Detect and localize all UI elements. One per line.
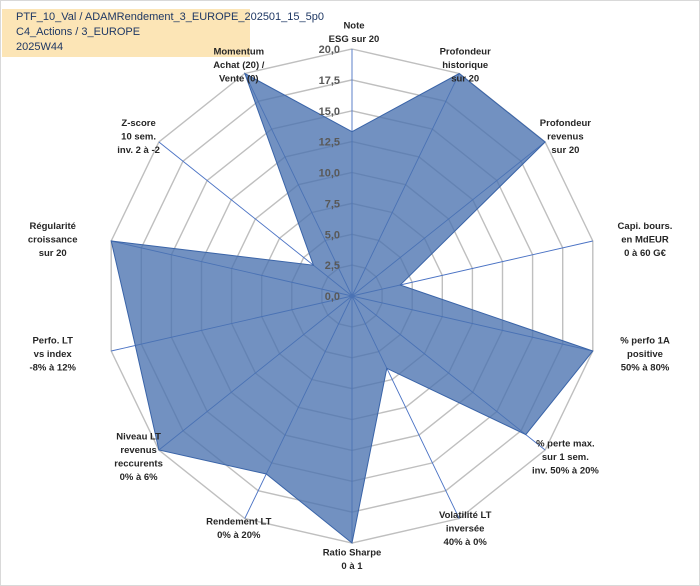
axis-label-3-line-0: Capi. bours. — [618, 221, 673, 232]
axis-label-7-line-0: Ratio Sharpe — [323, 548, 382, 559]
axis-label-2-line-0: Profondeur — [540, 118, 591, 129]
tick-label: 10,0 — [319, 168, 340, 180]
axis-label-10-line-2: -8% à 12% — [29, 362, 76, 373]
axis-label-2-line-2: sur 20 — [551, 145, 579, 156]
tick-label: 17,5 — [319, 75, 340, 87]
axis-label-10-line-0: Perfo. LT — [32, 335, 73, 346]
axis-label-2-line-1: revenus — [547, 132, 583, 143]
axis-label-13-line-0: Momentum — [213, 47, 264, 58]
axis-label-1-line-0: Profondeur — [440, 47, 491, 58]
axis-label-6-line-2: 40% à 0% — [444, 537, 488, 548]
axis-label-9-line-0: Niveau LT — [116, 432, 161, 443]
axis-label-1-line-1: historique — [442, 60, 488, 71]
radar-ticks: 0,0 2,5 5,0 7,5 10,0 12,5 15,0 17,5 20,0 — [319, 44, 340, 303]
series-area — [110, 72, 594, 544]
axis-label-1-line-2: sur 20 — [451, 74, 479, 85]
chart-title: PTF_10_Val / ADAMRendement_3_EUROPE_2025… — [2, 9, 324, 57]
axis-label-5-line-2: inv. 50% à 20% — [532, 466, 599, 477]
axis-label-11-line-0: Régularité — [29, 221, 75, 232]
axis-label-10-line-1: vs index — [34, 349, 73, 360]
radar-series — [110, 72, 594, 544]
tick-label: 7,5 — [325, 198, 340, 210]
axis-label-4-line-0: % perfo 1A — [620, 335, 670, 346]
axis-label-13-line-2: Vente (0) — [219, 74, 259, 85]
axis-label-9-line-3: 0% à 6% — [120, 472, 159, 483]
tick-label: 2,5 — [325, 260, 340, 272]
axis-label-3-line-2: 0 à 60 G€ — [624, 248, 666, 259]
tick-label: 15,0 — [319, 106, 340, 118]
axis-label-3-line-1: en MdEUR — [621, 235, 669, 246]
axis-label-9-line-2: reccurents — [114, 459, 163, 470]
axis-label-6-line-1: inversée — [446, 523, 485, 534]
chart-title-line-2: C4_Actions / 3_EUROPE — [16, 26, 141, 38]
axis-label-12-line-0: Z-score — [121, 118, 155, 129]
axis-label-7-line-1: 0 à 1 — [341, 561, 363, 572]
axis-label-11-line-2: sur 20 — [39, 248, 67, 259]
axis-label-5-line-0: % perte max. — [536, 439, 595, 450]
axis-label-8-line-1: 0% à 20% — [217, 530, 261, 541]
axis-label-11-line-1: croissance — [28, 235, 78, 246]
axis-label-9-line-1: revenus — [120, 445, 156, 456]
tick-label: 5,0 — [325, 229, 340, 241]
axis-label-13-line-1: Achat (20) / — [213, 60, 265, 71]
axis-label-12-line-2: inv. 2 à -2 — [117, 145, 160, 156]
axis-label-6-line-0: Volatilité LT — [439, 510, 492, 521]
axis-label-0-line-1: ESG sur 20 — [329, 34, 380, 45]
radar-axis-labels: Note ESG sur 20 Profondeur historique sur 20… — [28, 21, 673, 573]
axis-label-12-line-1: 10 sem. — [121, 132, 156, 143]
tick-label: 20,0 — [319, 44, 340, 56]
chart-title-line-1: PTF_10_Val / ADAMRendement_3_EUROPE_2025… — [16, 11, 324, 23]
axis-label-0-line-0: Note — [343, 21, 364, 32]
axis-label-8-line-0: Rendement LT — [206, 517, 271, 528]
axis-label-4-line-1: positive — [627, 349, 663, 360]
chart-title-line-3: 2025W44 — [16, 41, 64, 53]
tick-label: 12,5 — [319, 137, 340, 149]
axis-label-5-line-1: sur 1 sem. — [542, 452, 589, 463]
tick-label: 0,0 — [325, 291, 340, 303]
axis-label-4-line-2: 50% à 80% — [621, 362, 670, 373]
